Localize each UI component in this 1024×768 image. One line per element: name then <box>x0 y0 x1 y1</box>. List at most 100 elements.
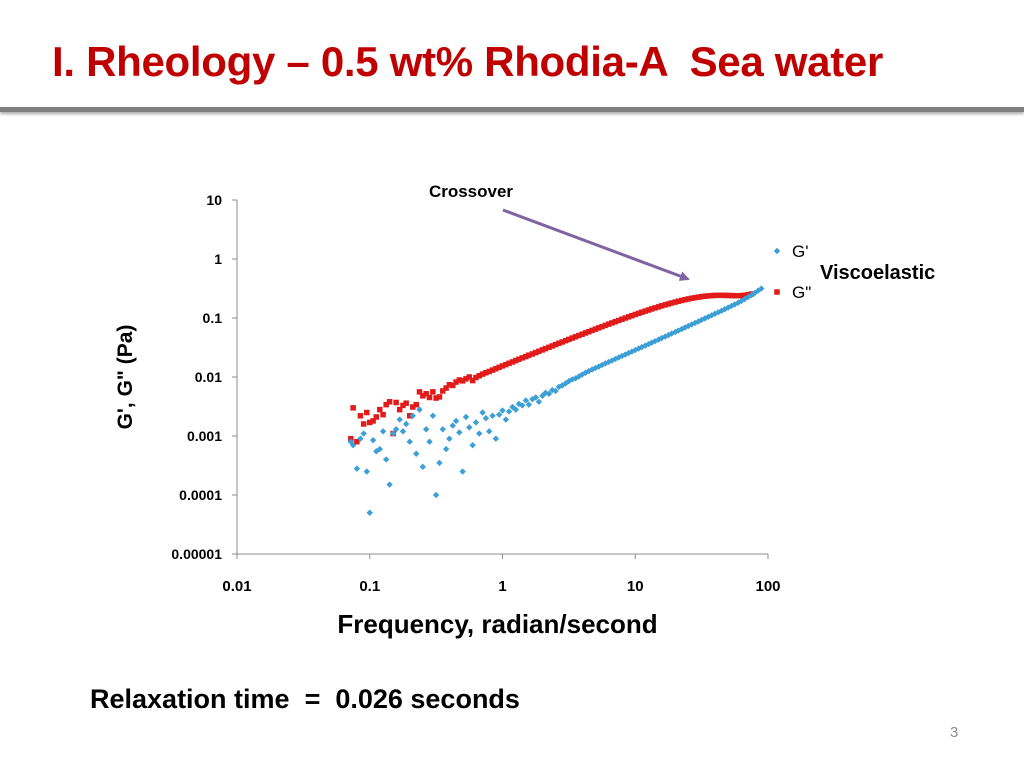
g-double-prime-point <box>648 306 655 312</box>
g-double-prime-point <box>373 414 380 420</box>
g-prime-point <box>748 291 755 299</box>
y-tick-label: 1 <box>214 251 222 267</box>
g-prime-point <box>396 416 403 423</box>
g-double-prime-point <box>708 292 715 299</box>
crossover-label: Crossover <box>429 182 513 201</box>
g-prime-point <box>695 318 702 325</box>
g-double-prime-point <box>479 371 486 377</box>
g-double-prime-point <box>473 374 479 381</box>
g-prime-point <box>562 380 569 387</box>
g-prime-point <box>559 382 566 389</box>
g-prime-point <box>519 402 526 409</box>
g-prime-point <box>476 430 483 437</box>
x-tick-label: 1 <box>498 578 506 595</box>
g-prime-point <box>436 459 443 467</box>
g-double-prime-point <box>609 320 615 326</box>
g-double-prime-point <box>635 310 642 317</box>
g-double-prime-point <box>589 327 595 334</box>
g-prime-point <box>482 415 490 422</box>
g-prime-point <box>382 456 390 463</box>
g-prime-point <box>731 301 738 308</box>
g-double-prime-point <box>423 391 429 397</box>
g-prime-point <box>369 436 377 444</box>
g-prime-point <box>691 319 699 327</box>
x-tick-label: 0.01 <box>222 578 251 595</box>
g-prime-point <box>442 445 450 453</box>
g-double-prime-point <box>433 395 439 401</box>
g-prime-point <box>515 400 523 408</box>
g-double-prime-point <box>566 336 572 343</box>
g-double-prime-point <box>532 349 539 356</box>
legend-marker <box>774 289 780 295</box>
g-prime-point <box>698 316 705 324</box>
g-prime-point <box>389 430 397 437</box>
g-double-prime-point <box>552 341 559 348</box>
g-double-prime-point <box>546 344 552 351</box>
g-prime-point <box>452 417 460 425</box>
legend-label: G' <box>792 242 808 261</box>
g-double-prime-point <box>396 406 403 413</box>
g-double-prime-point <box>559 339 566 345</box>
g-double-prime-point <box>722 292 728 299</box>
g-double-prime-point <box>413 401 419 408</box>
g-prime-point <box>665 331 672 339</box>
g-double-prime-point <box>662 302 668 308</box>
g-double-prime-point <box>476 372 482 379</box>
g-double-prime-point <box>496 364 502 371</box>
g-double-prime-point <box>715 292 722 299</box>
g-prime-point <box>413 450 420 457</box>
g-prime-point <box>379 428 387 435</box>
x-tick-label: 0.1 <box>359 578 380 595</box>
g-double-prime-point <box>622 315 629 321</box>
g-prime-point <box>422 426 430 433</box>
g-prime-point <box>416 406 423 413</box>
g-double-prime-point <box>430 389 436 395</box>
g-double-prime-point <box>642 308 649 314</box>
g-double-prime-point <box>629 312 635 319</box>
g-prime-point <box>376 445 383 453</box>
g-double-prime-point <box>542 345 549 352</box>
g-prime-point <box>688 321 695 328</box>
y-axis-title: G', G" (Pa) <box>114 325 137 430</box>
g-double-prime-point <box>655 304 662 310</box>
x-axis-title: Frequency, radian/second <box>337 609 657 639</box>
g-double-prime-point <box>420 393 426 399</box>
g-double-prime-point <box>466 374 473 380</box>
g-prime-point <box>741 295 748 303</box>
g-double-prime-point <box>712 292 718 299</box>
g-prime-point <box>595 363 602 370</box>
g-double-prime-point <box>695 294 702 300</box>
g-prime-point <box>512 406 520 413</box>
y-tick-label: 0.1 <box>203 310 223 326</box>
slide-title: I. Rheology – 0.5 wt% Rhodia-A Sea water <box>52 38 884 85</box>
g-prime-point <box>721 305 729 313</box>
legend-label: G" <box>792 283 811 302</box>
g-prime-point <box>539 392 546 400</box>
slide-number: 3 <box>950 724 959 741</box>
g-prime-point <box>565 377 573 385</box>
g-prime-point <box>456 429 463 436</box>
g-double-prime-point <box>493 365 499 372</box>
g-double-prime-point <box>410 404 416 410</box>
g-double-prime-point <box>456 377 463 383</box>
g-prime-point <box>360 430 367 437</box>
g-double-prime-point <box>586 328 592 335</box>
g-prime-point <box>469 441 476 449</box>
g-prime-point <box>486 428 493 435</box>
g-prime-point <box>705 313 712 321</box>
g-double-prime-point <box>370 418 376 424</box>
relaxation-time-note: Relaxation time = 0.026 seconds <box>90 684 520 714</box>
g-double-prime-point <box>678 297 685 304</box>
g-prime-point <box>429 412 437 419</box>
g-double-prime-point <box>360 421 367 427</box>
y-tick-label: 10 <box>206 192 222 208</box>
g-prime-point <box>419 463 427 471</box>
g-double-prime-point <box>536 348 542 355</box>
g-prime-point <box>588 366 596 373</box>
g-double-prime-point <box>436 394 443 400</box>
g-double-prime-point <box>579 331 585 337</box>
g-prime-point <box>615 354 622 361</box>
g-prime-point <box>525 401 533 408</box>
g-prime-point <box>353 465 361 472</box>
